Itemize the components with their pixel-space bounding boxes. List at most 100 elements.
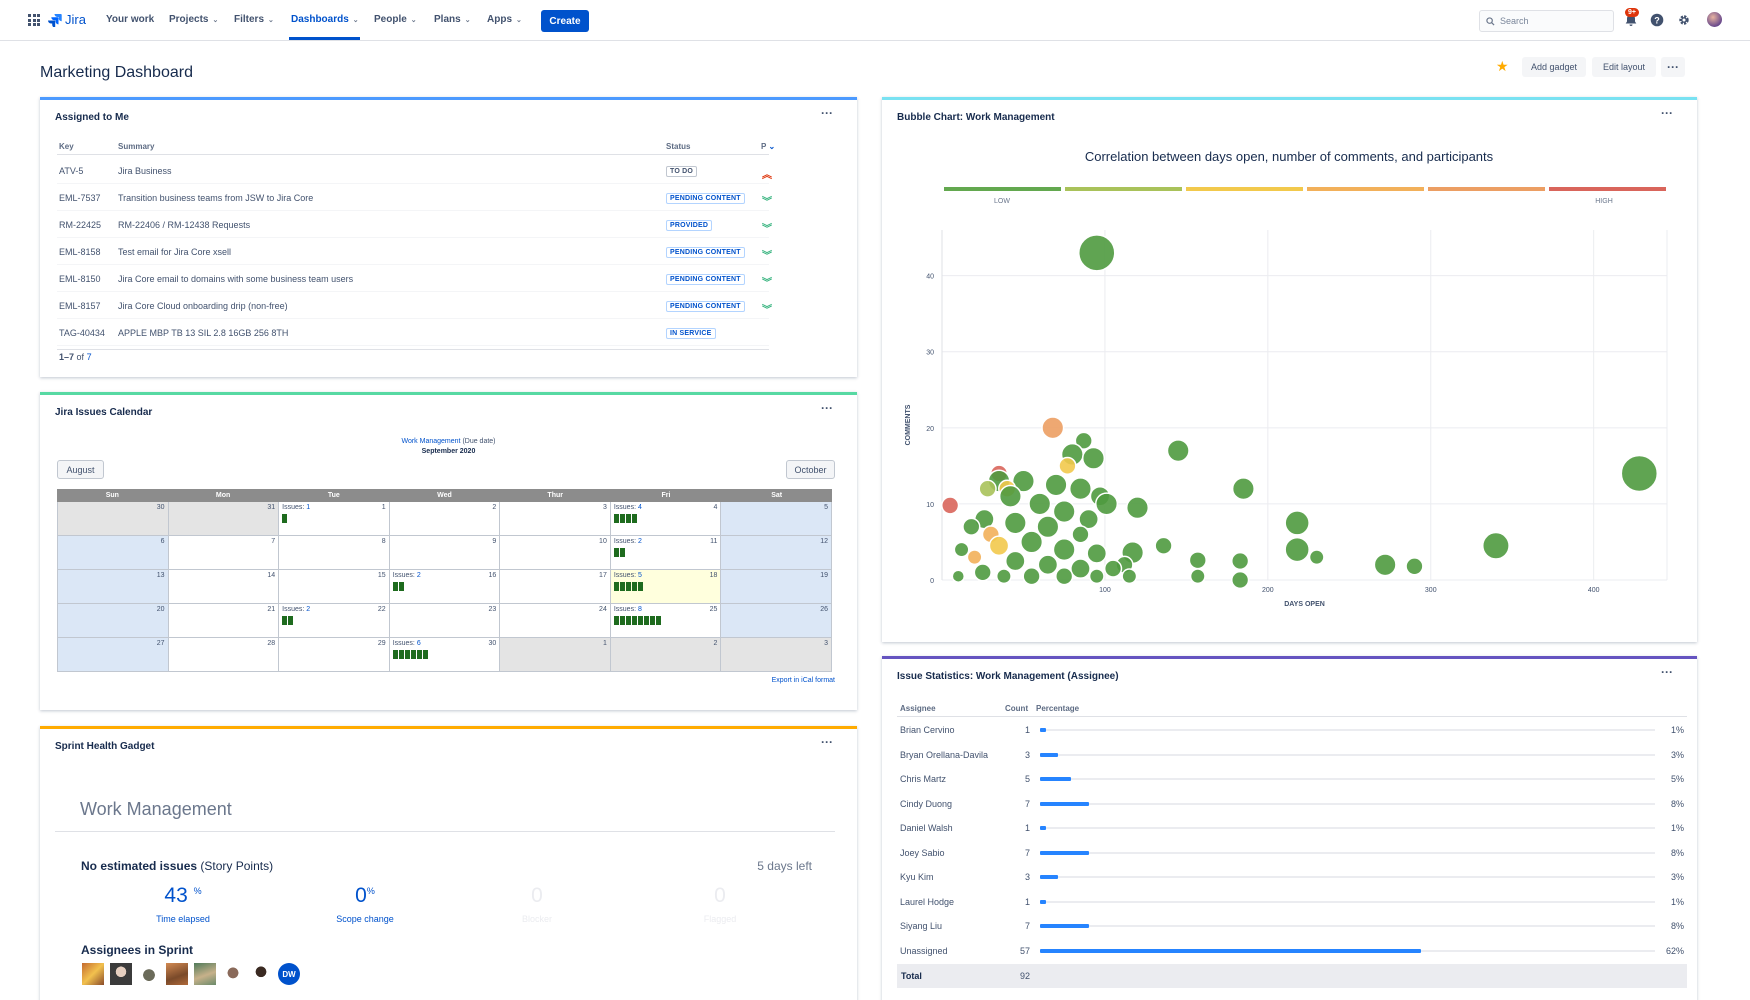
issue-summary[interactable]: Test email for Jira Core xsell (118, 247, 232, 257)
issue-bar[interactable] (619, 514, 625, 523)
calendar-day-cell[interactable]: 2 (389, 502, 501, 536)
issue-count[interactable]: 7 (1024, 847, 1030, 858)
issue-bar[interactable] (392, 582, 398, 591)
table-row[interactable]: ATV-5 Jira Business TO DO ︽ (57, 157, 772, 184)
issue-count[interactable]: 7 (1024, 921, 1030, 931)
bubble-point[interactable] (1121, 568, 1138, 585)
calendar-day-cell[interactable]: 6 (58, 536, 169, 570)
gadget-menu-button[interactable]: ··· (821, 735, 833, 749)
issue-count[interactable]: 3 (1024, 749, 1030, 760)
notifications-icon[interactable] (1624, 13, 1638, 27)
calendar-day-cell[interactable]: 26 (721, 604, 832, 638)
nav-apps[interactable]: Apps ⌄ (487, 14, 522, 25)
gadget-menu-button[interactable]: ··· (821, 401, 833, 415)
bubble-point[interactable] (1071, 525, 1090, 544)
bubble-point[interactable] (940, 496, 960, 515)
assignee-avatar[interactable] (222, 963, 244, 985)
bubble-point[interactable] (951, 569, 966, 583)
calendar-day-cell[interactable]: 1 Issues: 1 (279, 502, 390, 536)
bubble-point[interactable] (1078, 508, 1099, 530)
calendar-day-cell[interactable]: 3 (500, 502, 611, 536)
issues-count[interactable]: Issues: 5 (614, 572, 642, 579)
nav-projects[interactable]: Projects ⌄ (169, 14, 218, 25)
bubble-point[interactable] (1405, 557, 1424, 576)
nav-dashboards[interactable]: Dashboards ⌄ (291, 14, 359, 25)
issue-bar[interactable] (643, 616, 649, 625)
bubble-point[interactable] (1081, 446, 1106, 470)
column-header-key[interactable]: Key (59, 142, 74, 151)
assignee-avatar[interactable] (82, 963, 104, 985)
export-ical-link[interactable]: Export in iCal format (771, 677, 835, 684)
assignee-name[interactable]: Chris Martz (900, 774, 947, 784)
user-avatar[interactable] (1707, 12, 1722, 27)
bubble-point[interactable] (1052, 499, 1076, 524)
bubble-point[interactable] (1052, 538, 1076, 562)
bubble-point[interactable] (1620, 454, 1659, 493)
issue-count[interactable]: 1 (1024, 725, 1030, 735)
calendar-day-cell[interactable]: 1 (500, 638, 611, 672)
bubble-point[interactable] (1095, 492, 1119, 516)
calendar-day-cell[interactable]: 5 (721, 502, 832, 536)
calendar-day-cell[interactable]: 21 (168, 604, 280, 638)
column-header-status[interactable]: Status (666, 142, 691, 151)
assignee-avatar[interactable] (194, 963, 216, 985)
bubble-point[interactable] (1070, 558, 1091, 579)
calendar-day-cell[interactable]: 19 (721, 570, 832, 604)
issue-key[interactable]: EML-7537 (59, 193, 101, 203)
nav-filters[interactable]: Filters ⌄ (234, 14, 274, 25)
assignee-name[interactable]: Unassigned (900, 945, 948, 956)
calendar-filter-link[interactable]: Work Management (401, 438, 461, 445)
help-icon[interactable]: ? (1650, 13, 1664, 27)
issue-bar[interactable] (410, 650, 416, 659)
calendar-day-cell[interactable]: 15 (279, 570, 390, 604)
issue-bar[interactable] (631, 582, 637, 591)
calendar-day-cell[interactable]: 12 (721, 536, 832, 570)
issue-bar[interactable] (619, 548, 625, 557)
assignee-name[interactable]: Laurel Hodge (900, 896, 955, 907)
calendar-day-cell[interactable]: 9 (389, 536, 501, 570)
more-actions-button[interactable]: ··· (1661, 57, 1685, 77)
nav-people[interactable]: People ⌄ (374, 14, 417, 25)
add-gadget-button[interactable]: Add gadget (1522, 57, 1586, 77)
issues-count[interactable]: Issues: 4 (614, 504, 642, 511)
calendar-day-cell[interactable]: 29 (279, 638, 390, 672)
issue-count[interactable]: 1 (1024, 896, 1030, 907)
settings-gear-icon[interactable] (1677, 13, 1691, 27)
calendar-day-cell[interactable]: 17 (500, 570, 611, 604)
issue-bar[interactable] (398, 650, 404, 659)
bubble-point[interactable] (1125, 496, 1150, 520)
calendar-day-cell[interactable]: 28 (168, 638, 280, 672)
issue-count[interactable]: 7 (1024, 798, 1030, 809)
issue-bar[interactable] (416, 650, 422, 659)
issue-key[interactable]: ATV-5 (59, 166, 84, 176)
calendar-day-cell[interactable]: 8 (279, 536, 390, 570)
issue-key[interactable]: TAG-40434 (59, 328, 105, 338)
bubble-point[interactable] (1020, 530, 1044, 554)
issue-bar[interactable] (619, 582, 625, 591)
issue-summary[interactable]: APPLE MBP TB 13 SIL 2.8 16GB 256 8TH (118, 328, 289, 338)
issue-bar[interactable] (282, 514, 288, 523)
assignee-avatar-initials[interactable]: DW (278, 963, 300, 985)
bubble-point[interactable] (1284, 536, 1310, 563)
issues-count[interactable]: Issues: 1 (282, 504, 310, 511)
calendar-day-cell[interactable]: 14 (168, 570, 280, 604)
bubble-point[interactable] (1058, 456, 1077, 476)
issue-count[interactable]: 57 (1019, 945, 1030, 956)
calendar-day-cell[interactable]: 25 Issues: 8 (610, 604, 722, 638)
jira-logo[interactable]: Jira (48, 12, 86, 27)
bubble-point[interactable] (988, 535, 1010, 557)
bubble-point[interactable] (1074, 431, 1093, 450)
issue-bar[interactable] (625, 514, 631, 523)
bubble-point[interactable] (1373, 553, 1397, 577)
bubble-point[interactable] (1088, 568, 1105, 585)
gadget-menu-button[interactable]: ··· (821, 106, 833, 120)
calendar-day-cell[interactable]: 20 (58, 604, 169, 638)
bubble-point[interactable] (1044, 473, 1068, 497)
table-row[interactable]: RM-22425 RM-22406 / RM-12438 Requests PROV… (57, 211, 772, 238)
bubble-point[interactable] (1028, 492, 1052, 516)
bubble-point[interactable] (1188, 551, 1207, 570)
search-input[interactable]: Search (1479, 10, 1614, 32)
calendar-day-cell[interactable]: 2 (610, 638, 722, 672)
issue-bar[interactable] (404, 650, 410, 659)
table-row[interactable]: EML-7537 Transition business teams from J… (57, 184, 772, 211)
